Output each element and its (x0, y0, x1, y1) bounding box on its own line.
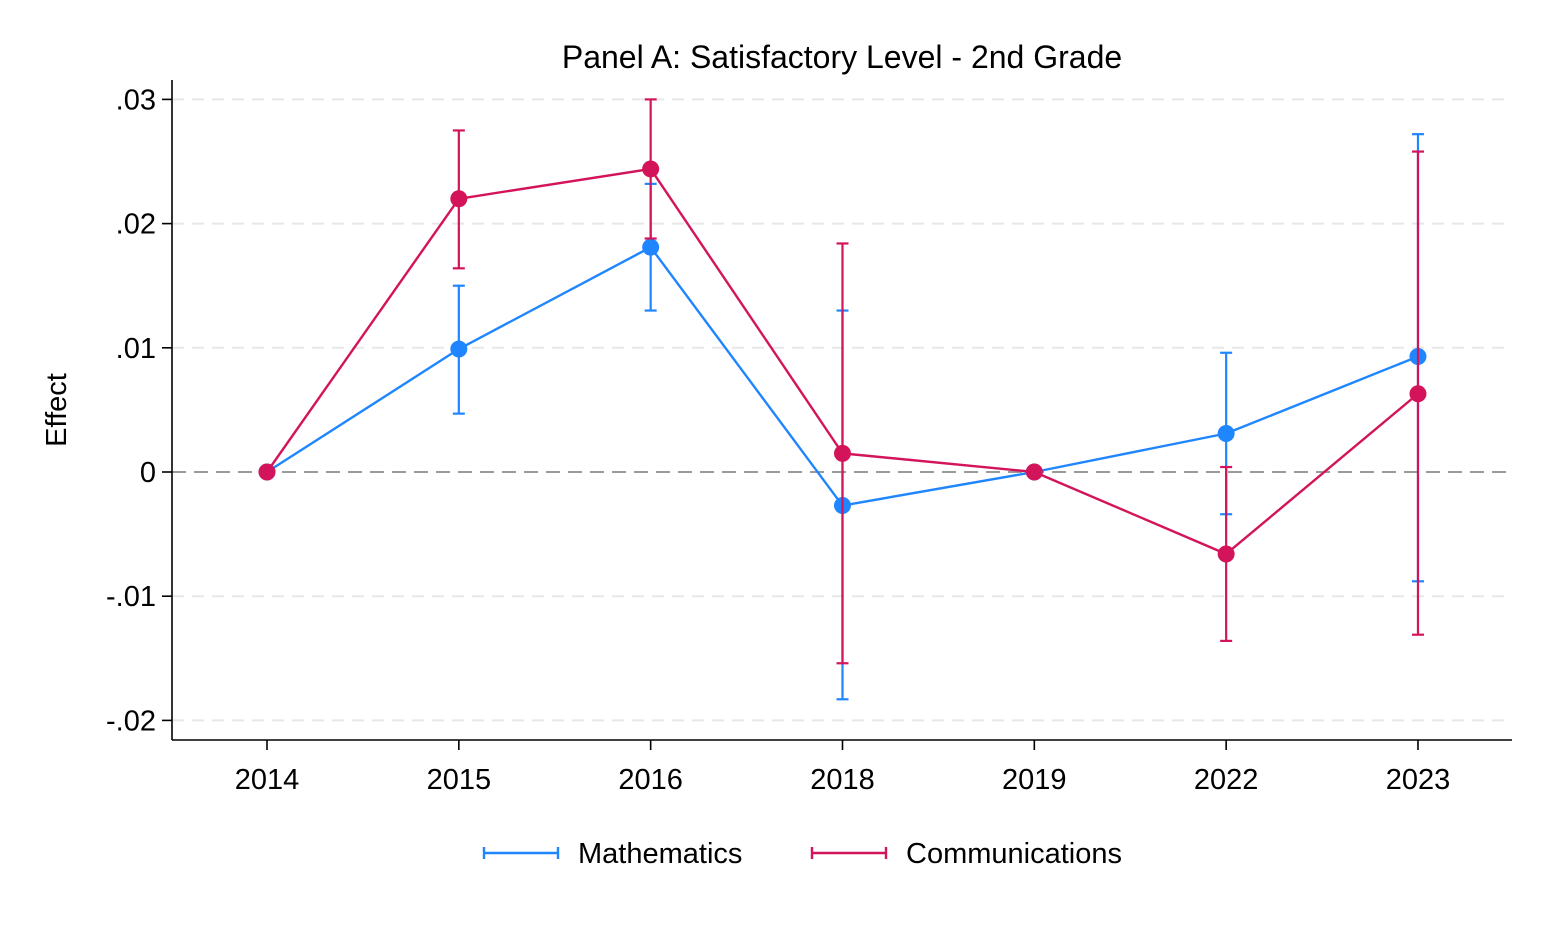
x-tick-label: 2023 (1386, 764, 1451, 796)
data-point (1409, 385, 1427, 403)
y-axis-label: Effect (41, 373, 73, 447)
axes: .03 .02 .01 0 -.01 -.02 2014 2015 2016 2018 2019 20… (106, 80, 1512, 796)
data-series (258, 98, 1427, 701)
y-tick-label: .01 (116, 333, 156, 365)
series-communications (258, 98, 1427, 665)
legend-label: Communications (906, 838, 1122, 870)
legend: Mathematics Communications (482, 838, 1122, 870)
y-tick-label: -.01 (106, 581, 156, 613)
legend-item-communications: Communications (810, 838, 1122, 870)
data-point (450, 190, 468, 208)
data-point (1217, 424, 1235, 442)
y-tick-label: .02 (116, 209, 156, 241)
x-tick-label: 2019 (1002, 764, 1067, 796)
data-point (258, 463, 276, 481)
chart-title: Panel A: Satisfactory Level - 2nd Grade (562, 39, 1122, 75)
x-tick-label: 2014 (235, 764, 300, 796)
data-point (1217, 545, 1235, 563)
y-tick-label: -.02 (106, 705, 156, 737)
x-tick-label: 2018 (810, 764, 875, 796)
data-point (833, 444, 851, 462)
legend-label: Mathematics (578, 838, 742, 870)
data-point (642, 160, 660, 178)
x-tick-label: 2015 (427, 764, 492, 796)
data-point (642, 238, 660, 256)
x-tick-label: 2016 (618, 764, 683, 796)
x-tick-label: 2022 (1194, 764, 1259, 796)
data-point (1025, 463, 1043, 481)
legend-item-mathematics: Mathematics (482, 838, 742, 870)
y-tick-label: 0 (140, 457, 156, 489)
y-tick-label: .03 (116, 84, 156, 116)
data-point (450, 340, 468, 358)
